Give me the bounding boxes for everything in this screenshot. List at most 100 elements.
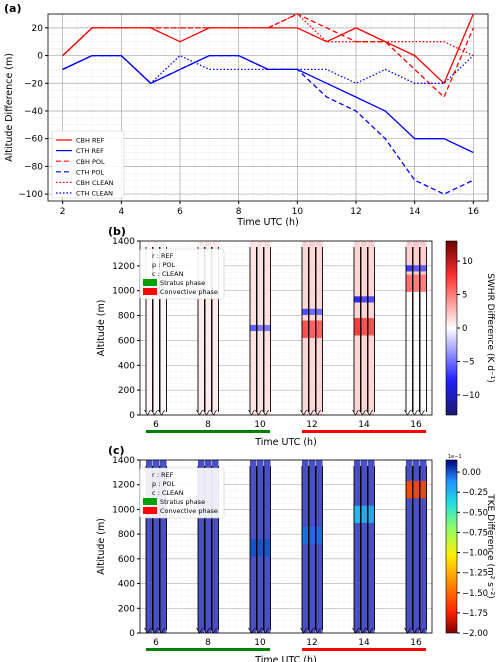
feature-top-cell bbox=[309, 308, 316, 315]
column-fill bbox=[361, 460, 368, 633]
legend-entry: CBH POL bbox=[76, 158, 105, 166]
x-tick-label: 10 bbox=[292, 207, 304, 217]
feature-peak-cell bbox=[361, 505, 368, 524]
y-tick-label: 1200 bbox=[112, 262, 135, 272]
x-tick-label: 16 bbox=[410, 420, 422, 430]
x-tick-label: 14 bbox=[358, 420, 370, 430]
panel-b-swhr-heatmap: (b)rpc6rpc8rpc10rpc12rpc14rpc16020040060… bbox=[96, 225, 495, 448]
phase-bar bbox=[302, 648, 426, 651]
legend-entry: CTH CLEAN bbox=[76, 190, 113, 198]
y-tick-label: 600 bbox=[118, 336, 135, 346]
feature-peak-cell bbox=[309, 320, 316, 338]
y-tick-label: 800 bbox=[118, 312, 135, 322]
feature-top-cell bbox=[264, 324, 271, 332]
legend-entry: r : REF bbox=[152, 252, 174, 260]
legend-entry: p : POL bbox=[152, 480, 175, 488]
column-fill bbox=[420, 460, 427, 633]
x-tick-label: 2 bbox=[60, 207, 66, 217]
feature-peak-cell bbox=[406, 481, 413, 499]
legend-box bbox=[139, 248, 225, 300]
x-axis-label: Time UTC (h) bbox=[254, 655, 317, 662]
column-fill bbox=[212, 241, 219, 415]
y-tick-label: −100 bbox=[18, 190, 43, 200]
column-fill bbox=[406, 460, 413, 633]
feature-peak-cell bbox=[302, 526, 309, 545]
colorbar-tick-label: −10 bbox=[462, 391, 480, 401]
x-tick-label: 10 bbox=[254, 420, 266, 430]
y-tick-label: 1000 bbox=[112, 287, 135, 297]
colorbar-tick-label: 0 bbox=[462, 324, 467, 334]
feature-peak-cell bbox=[316, 526, 323, 545]
colorbar-tick-label: 10 bbox=[462, 257, 473, 267]
legend-box bbox=[139, 467, 225, 519]
x-tick-label: 8 bbox=[236, 207, 242, 217]
legend-swatch bbox=[143, 507, 157, 514]
x-axis-label: Time UTC (h) bbox=[254, 437, 317, 448]
x-tick-label: 6 bbox=[153, 420, 159, 430]
legend-entry: r : REF bbox=[152, 471, 174, 479]
colorbar-tick-label: 5 bbox=[462, 291, 467, 301]
y-tick-label: 400 bbox=[118, 580, 135, 590]
phase-bar bbox=[146, 430, 270, 433]
feature-peak-cell bbox=[250, 539, 257, 557]
y-tick-label: 1400 bbox=[112, 456, 135, 466]
x-tick-label: 10 bbox=[254, 638, 266, 648]
column-fill bbox=[160, 241, 167, 415]
plot-frame bbox=[139, 459, 433, 634]
colorbar-tick-label: −0.75 bbox=[462, 528, 488, 538]
column-fill bbox=[160, 460, 167, 633]
x-tick-label: 16 bbox=[468, 207, 480, 217]
colorbar-tick-label: −1.75 bbox=[462, 609, 488, 619]
x-tick-label: 4 bbox=[118, 207, 124, 217]
feature-top-cell bbox=[354, 296, 361, 303]
feature-peak-cell bbox=[361, 318, 368, 336]
y-tick-label: −40 bbox=[24, 107, 43, 117]
y-axis-label: Altitude (m) bbox=[96, 518, 107, 575]
feature-peak-cell bbox=[413, 274, 420, 292]
x-tick-label: 8 bbox=[205, 420, 211, 430]
column-fill bbox=[302, 460, 309, 633]
series-line-cbh-pol bbox=[62, 13, 474, 99]
y-tick-label: 800 bbox=[118, 530, 135, 540]
y-tick-label: 0 bbox=[129, 629, 135, 639]
feature-peak-cell bbox=[309, 526, 316, 545]
phase-bar bbox=[302, 430, 426, 433]
x-axis-label: Time UTC (h) bbox=[236, 217, 299, 228]
colorbar bbox=[445, 459, 458, 634]
column-fill bbox=[198, 241, 205, 415]
feature-peak-cell bbox=[354, 505, 361, 524]
colorbar-tick-label: −1.00 bbox=[462, 549, 488, 559]
panel-label: (a) bbox=[4, 2, 21, 15]
colorbar-label: TKE Difference (m² s⁻²) bbox=[485, 493, 495, 599]
y-tick-label: 1400 bbox=[112, 237, 135, 247]
feature-peak-cell bbox=[368, 318, 375, 336]
column-fill bbox=[413, 460, 420, 633]
x-tick-label: 6 bbox=[153, 638, 159, 648]
y-tick-label: 1200 bbox=[112, 481, 135, 491]
x-tick-label: 14 bbox=[358, 638, 370, 648]
legend-entry: c : CLEAN bbox=[152, 270, 184, 278]
colorbar-tick-label: 0.00 bbox=[462, 468, 481, 478]
colorbar-exponent: 1e−1 bbox=[448, 454, 462, 460]
column-fill bbox=[205, 241, 212, 415]
y-axis-label: Altitude Difference (m) bbox=[4, 53, 15, 162]
feature-top-cell bbox=[406, 265, 413, 272]
y-axis-label: Altitude (m) bbox=[96, 300, 107, 357]
legend-entry: CBH REF bbox=[76, 137, 105, 145]
y-tick-label: 400 bbox=[118, 361, 135, 371]
feature-peak-cell bbox=[420, 481, 427, 499]
y-tick-label: −60 bbox=[24, 135, 43, 145]
column-fill bbox=[212, 460, 219, 633]
feature-peak-cell bbox=[302, 320, 309, 338]
legend-swatch bbox=[143, 288, 157, 295]
y-tick-label: −20 bbox=[24, 79, 43, 89]
y-tick-label: 200 bbox=[118, 604, 135, 614]
phase-bar bbox=[146, 648, 270, 651]
column-fill bbox=[205, 460, 212, 633]
feature-peak-cell bbox=[413, 481, 420, 499]
feature-top-cell bbox=[302, 308, 309, 315]
y-tick-label: 0 bbox=[37, 52, 43, 62]
series-line-cth-clean bbox=[62, 54, 474, 85]
